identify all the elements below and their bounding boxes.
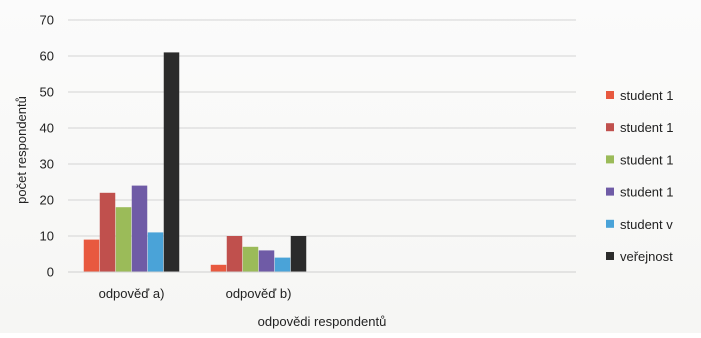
y-tick-label: 10 (40, 229, 54, 244)
x-axis-label: odpovědi respondentů (258, 314, 387, 329)
bar (226, 236, 243, 272)
y-tick-label: 30 (40, 157, 54, 172)
bar (83, 239, 100, 272)
y-tick-label: 20 (40, 193, 54, 208)
y-axis-ticks: 0 10 20 30 40 50 60 70 (40, 13, 54, 280)
bar (115, 207, 132, 272)
bar (131, 185, 148, 272)
legend-swatch (606, 219, 614, 228)
y-tick-label: 40 (40, 121, 54, 136)
bars (83, 52, 307, 273)
legend: student 1 student 1 student 1 student 1 stud… (606, 88, 674, 264)
legend-label: veřejnost (620, 249, 673, 264)
gridlines (68, 19, 576, 237)
legend-label: student 1 (620, 152, 674, 167)
legend-swatch (606, 252, 614, 260)
bar (274, 257, 291, 272)
legend-label: student 1 (620, 120, 674, 135)
legend-label: student v (620, 217, 673, 232)
x-tick-label: odpověď a) (99, 286, 165, 301)
y-axis-label: počet respondentů (14, 96, 29, 204)
legend-swatch (606, 123, 614, 132)
y-tick-label: 0 (47, 265, 54, 280)
y-tick-label: 70 (40, 13, 54, 28)
x-tick-label: odpověď b) (226, 286, 292, 301)
y-tick-label: 60 (40, 49, 54, 64)
bar (210, 264, 227, 272)
legend-label: student 1 (620, 185, 674, 200)
legend-swatch (606, 187, 614, 196)
bar (163, 52, 180, 273)
bar (258, 250, 275, 272)
x-axis-ticks: odpověď a) odpověď b) (99, 286, 292, 301)
bar (99, 192, 116, 272)
legend-swatch (606, 91, 614, 99)
bar (147, 232, 164, 272)
legend-label: student 1 (620, 88, 674, 103)
bar (242, 246, 259, 272)
legend-swatch (606, 155, 614, 164)
y-tick-label: 50 (40, 85, 54, 100)
bar (290, 236, 307, 272)
